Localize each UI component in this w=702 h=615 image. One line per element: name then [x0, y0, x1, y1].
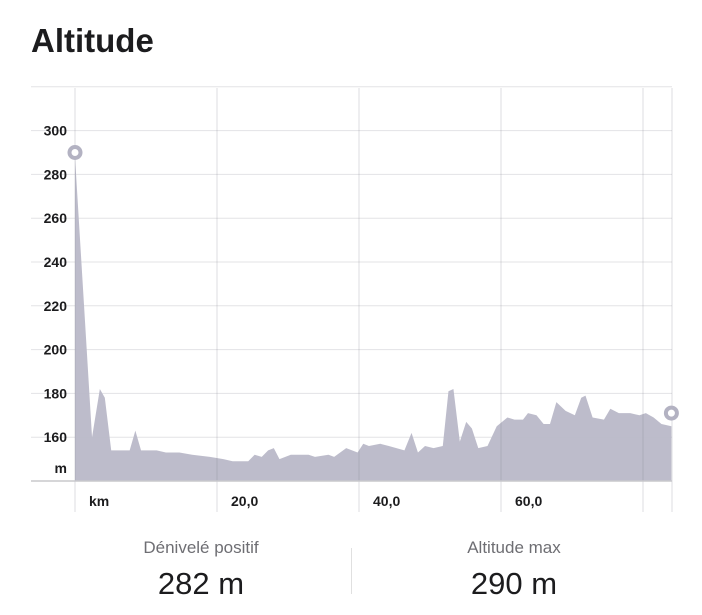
- y-axis-unit: m: [55, 460, 67, 476]
- marker-start: [67, 145, 83, 160]
- x-tick-label: 40,0: [373, 493, 400, 509]
- altitude-chart: 160 180 200 220 240 260 280 300 m km 20,0 40,0 60,0: [31, 86, 679, 512]
- marker-end: [663, 405, 679, 421]
- area-series: [75, 156, 672, 481]
- stat-value: 290 m: [470, 566, 558, 601]
- y-tick-label: 220: [44, 298, 68, 314]
- y-tick-label: 200: [44, 342, 68, 358]
- y-tick-label: 300: [44, 123, 68, 139]
- y-tick-label: 280: [44, 166, 68, 182]
- stat-label: Altitude max: [467, 538, 561, 557]
- y-tick-label: 180: [44, 385, 68, 401]
- page-title: Altitude: [31, 22, 154, 59]
- y-tick-label: 160: [44, 429, 68, 445]
- y-tick-label: 240: [44, 254, 68, 270]
- y-tick-label: 260: [44, 210, 68, 226]
- x-tick-label: 60,0: [515, 493, 542, 509]
- x-tick-label: 20,0: [231, 493, 258, 509]
- stat-value: 282 m: [157, 566, 245, 601]
- divider: [351, 548, 352, 594]
- x-axis-unit: km: [89, 493, 109, 509]
- stat-label: Dénivelé positif: [143, 538, 259, 557]
- stat-max-altitude: Altitude max 290 m: [364, 538, 664, 602]
- stat-elevation-gain: Dénivelé positif 282 m: [51, 538, 351, 602]
